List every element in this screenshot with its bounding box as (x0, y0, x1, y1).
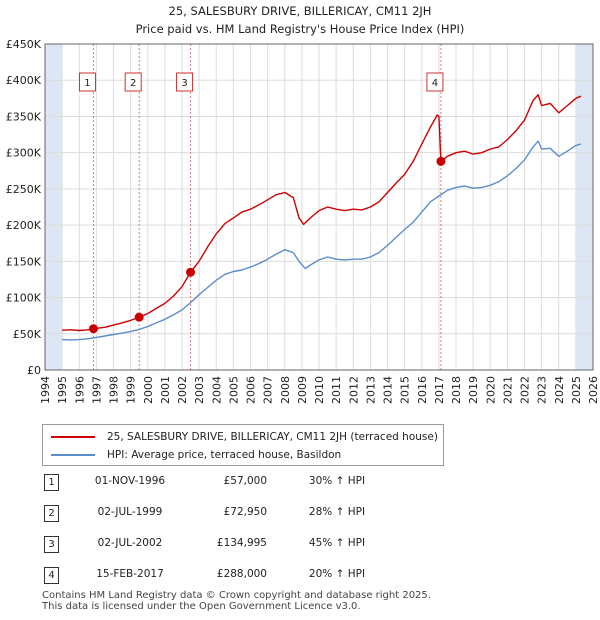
x-tick-label: 2022 (519, 376, 532, 404)
sale-hpi-change: 45% ↑ HPI (308, 537, 366, 549)
x-tick-label: 2016 (416, 376, 429, 404)
chart-legend: 25, SALESBURY DRIVE, BILLERICAY, CM11 2J… (42, 424, 444, 466)
sale-number-badge: 2 (44, 505, 59, 522)
sale-date: 01-NOV-1996 (94, 475, 166, 487)
hpi-line-swatch (51, 454, 95, 456)
sale-row: 1 01-NOV-1996 £57,000 30% ↑ HPI (42, 472, 562, 492)
x-tick-label: 2010 (313, 376, 326, 404)
sale-date: 02-JUL-1999 (97, 506, 163, 518)
sale-row: 2 02-JUL-1999 £72,950 28% ↑ HPI (42, 503, 562, 523)
y-tick-label: £250K (6, 183, 42, 196)
x-tick-label: 2012 (347, 376, 360, 404)
x-tick-label: 2025 (570, 376, 583, 404)
y-tick-label: £0 (27, 364, 41, 377)
sale-number-badge: 4 (44, 567, 59, 584)
legend-item-hpi: HPI: Average price, terraced house, Basi… (51, 446, 341, 464)
sale-hpi-change: 20% ↑ HPI (308, 568, 366, 580)
footer-line-1: Contains HM Land Registry data © Crown c… (42, 590, 431, 601)
sale-marker-label: 3 (181, 78, 187, 89)
sale-date: 02-JUL-2002 (97, 537, 163, 549)
property-price-line (62, 94, 582, 332)
plot-frame (44, 43, 594, 371)
sale-point (186, 267, 196, 277)
x-tick-label: 2000 (142, 376, 155, 404)
legend-hpi-label: HPI: Average price, terraced house, Basi… (107, 449, 342, 461)
hpi-line (62, 140, 582, 341)
x-tick-label: 2024 (553, 376, 566, 404)
x-tick-label: 2023 (536, 376, 549, 404)
x-tick-label: 2005 (227, 376, 240, 404)
x-tick-label: 1998 (108, 376, 121, 404)
sale-price: £134,995 (216, 537, 267, 549)
x-tick-label: 2013 (364, 376, 377, 404)
x-tick-label: 2011 (330, 376, 343, 404)
x-tick-label: 2001 (159, 376, 172, 404)
shaded-region (45, 44, 63, 370)
x-tick-label: 2007 (262, 376, 275, 404)
x-tick-label: 2002 (176, 376, 189, 404)
y-tick-label: £50K (13, 328, 42, 341)
sale-row: 4 15-FEB-2017 £288,000 20% ↑ HPI (42, 565, 562, 585)
sale-price: £288,000 (216, 568, 267, 580)
x-tick-label: 2015 (399, 376, 412, 404)
x-tick-label: 2009 (296, 376, 309, 404)
sale-date: 15-FEB-2017 (96, 568, 164, 580)
legend-item-property: 25, SALESBURY DRIVE, BILLERICAY, CM11 2J… (51, 428, 438, 446)
sale-point (88, 324, 98, 334)
chart-title: 25, SALESBURY DRIVE, BILLERICAY, CM11 2J… (169, 4, 432, 18)
sale-number-badge: 3 (44, 536, 59, 553)
x-tick-label: 2004 (210, 376, 223, 404)
sale-marker-box (426, 72, 444, 92)
sale-row: 3 02-JUL-2002 £134,995 45% ↑ HPI (42, 534, 562, 554)
sale-marker-box (176, 72, 194, 92)
x-tick-label: 2019 (467, 376, 480, 404)
sale-point (134, 312, 144, 322)
price-chart: 25, SALESBURY DRIVE, BILLERICAY, CM11 2J… (6, 4, 600, 404)
x-tick-label: 2021 (501, 376, 514, 404)
x-tick-label: 2018 (450, 376, 463, 404)
sale-marker-label: 1 (84, 78, 90, 89)
y-tick-label: £450K (6, 38, 42, 51)
sale-hpi-change: 30% ↑ HPI (308, 475, 366, 487)
y-tick-label: £150K (6, 255, 42, 268)
x-tick-label: 2026 (587, 376, 600, 404)
x-tick-label: 2008 (279, 376, 292, 404)
y-tick-label: £200K (6, 219, 42, 232)
y-tick-label: £300K (6, 147, 42, 160)
x-tick-label: 1995 (56, 376, 69, 404)
x-tick-label: 2003 (193, 376, 206, 404)
x-tick-label: 1994 (39, 376, 52, 404)
sale-marker-box (124, 72, 142, 92)
sale-marker-label: 4 (432, 78, 438, 89)
y-tick-label: £400K (6, 74, 42, 87)
legend-property-label: 25, SALESBURY DRIVE, BILLERICAY, CM11 2J… (107, 431, 438, 443)
sale-price: £72,950 (223, 506, 267, 518)
x-tick-label: 1999 (125, 376, 138, 404)
sale-price: £57,000 (223, 475, 267, 487)
sale-hpi-change: 28% ↑ HPI (308, 506, 366, 518)
sale-marker-label: 2 (130, 78, 136, 89)
shaded-region (575, 44, 593, 370)
x-tick-label: 1996 (73, 376, 86, 404)
x-tick-label: 2020 (484, 376, 497, 404)
footer-attribution: Contains HM Land Registry data © Crown c… (42, 590, 431, 612)
sale-point (436, 156, 446, 166)
x-tick-label: 2006 (245, 376, 258, 404)
x-tick-label: 1997 (90, 376, 103, 404)
y-tick-label: £100K (6, 292, 42, 305)
y-tick-label: £350K (6, 110, 42, 123)
sale-number-badge: 1 (44, 474, 59, 491)
footer-line-2: This data is licensed under the Open Gov… (42, 601, 361, 612)
x-tick-label: 2014 (382, 376, 395, 404)
chart-subtitle: Price paid vs. HM Land Registry's House … (136, 22, 465, 36)
x-tick-label: 2017 (433, 376, 446, 404)
property-line-swatch (51, 436, 95, 438)
sale-marker-box (78, 72, 96, 92)
